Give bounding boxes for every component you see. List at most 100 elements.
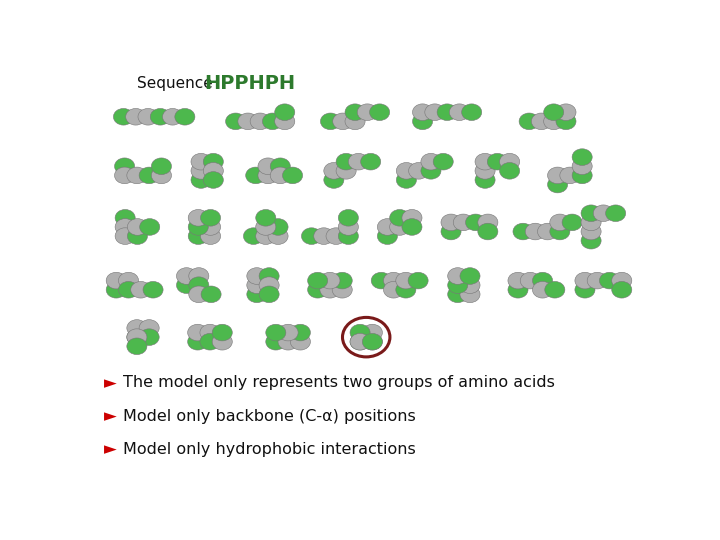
Ellipse shape [191,153,211,170]
Ellipse shape [139,320,159,336]
Ellipse shape [449,104,469,120]
Ellipse shape [396,172,416,188]
Ellipse shape [314,228,334,245]
Ellipse shape [606,205,626,221]
Ellipse shape [550,223,570,240]
Ellipse shape [448,268,468,285]
Ellipse shape [324,163,344,179]
Ellipse shape [266,324,286,341]
Ellipse shape [460,277,480,294]
Ellipse shape [333,113,353,130]
Ellipse shape [176,277,197,294]
Ellipse shape [188,333,208,350]
Ellipse shape [326,228,346,245]
Ellipse shape [413,113,433,130]
Ellipse shape [247,286,267,302]
Ellipse shape [448,277,468,294]
Ellipse shape [247,277,267,294]
Ellipse shape [402,219,422,235]
Ellipse shape [357,104,377,120]
Ellipse shape [163,109,183,125]
Ellipse shape [402,210,422,226]
Ellipse shape [548,167,567,184]
Ellipse shape [338,210,359,226]
Ellipse shape [188,324,208,341]
Ellipse shape [115,219,135,235]
Ellipse shape [575,272,595,289]
Ellipse shape [307,272,328,289]
Ellipse shape [425,104,445,120]
Ellipse shape [200,333,220,350]
Ellipse shape [243,228,264,245]
Ellipse shape [377,219,397,235]
Ellipse shape [191,172,211,188]
Ellipse shape [188,210,208,226]
Ellipse shape [115,210,135,226]
Ellipse shape [433,153,454,170]
Ellipse shape [372,272,392,289]
Ellipse shape [544,113,564,130]
Ellipse shape [475,153,495,170]
Ellipse shape [336,163,356,179]
Ellipse shape [560,167,580,184]
Ellipse shape [475,163,495,179]
Ellipse shape [258,167,278,184]
Ellipse shape [384,272,404,289]
Ellipse shape [256,210,276,226]
Ellipse shape [348,153,369,170]
Ellipse shape [545,281,565,298]
Ellipse shape [533,272,552,289]
Ellipse shape [212,324,233,341]
Ellipse shape [350,333,370,350]
Ellipse shape [127,219,148,235]
Ellipse shape [189,286,209,302]
Text: Model only backbone (C-α) positions: Model only backbone (C-α) positions [124,409,416,424]
Ellipse shape [350,333,370,350]
Ellipse shape [143,281,163,298]
Ellipse shape [212,333,233,350]
Ellipse shape [138,109,158,125]
Ellipse shape [396,272,416,289]
Ellipse shape [256,228,276,245]
Ellipse shape [409,163,428,179]
Ellipse shape [390,210,410,226]
Ellipse shape [275,104,294,120]
Ellipse shape [259,286,279,302]
Text: HPPHPH: HPPHPH [204,73,295,92]
Ellipse shape [256,219,276,235]
Ellipse shape [521,272,540,289]
Ellipse shape [612,272,632,289]
Ellipse shape [191,163,211,179]
Ellipse shape [338,228,359,245]
Ellipse shape [437,104,457,120]
Ellipse shape [448,286,468,302]
Ellipse shape [200,228,220,245]
Ellipse shape [572,149,592,165]
Ellipse shape [361,153,381,170]
Text: ►: ► [104,407,117,425]
Ellipse shape [238,113,258,130]
Ellipse shape [332,281,352,298]
Ellipse shape [581,205,601,221]
Ellipse shape [581,232,601,249]
Ellipse shape [562,214,582,231]
Ellipse shape [548,176,567,193]
Ellipse shape [544,104,564,120]
Ellipse shape [593,205,613,221]
Ellipse shape [588,272,607,289]
Ellipse shape [362,333,382,350]
Ellipse shape [290,333,310,350]
Ellipse shape [203,163,223,179]
Ellipse shape [268,228,288,245]
Ellipse shape [384,281,404,298]
Ellipse shape [500,163,520,179]
Ellipse shape [396,281,416,298]
Ellipse shape [126,109,145,125]
Ellipse shape [441,214,461,231]
Ellipse shape [531,113,552,130]
Ellipse shape [345,104,365,120]
Ellipse shape [508,272,528,289]
Ellipse shape [396,163,416,179]
Text: The model only represents two groups of amino acids: The model only represents two groups of … [124,375,555,390]
Ellipse shape [572,158,592,174]
